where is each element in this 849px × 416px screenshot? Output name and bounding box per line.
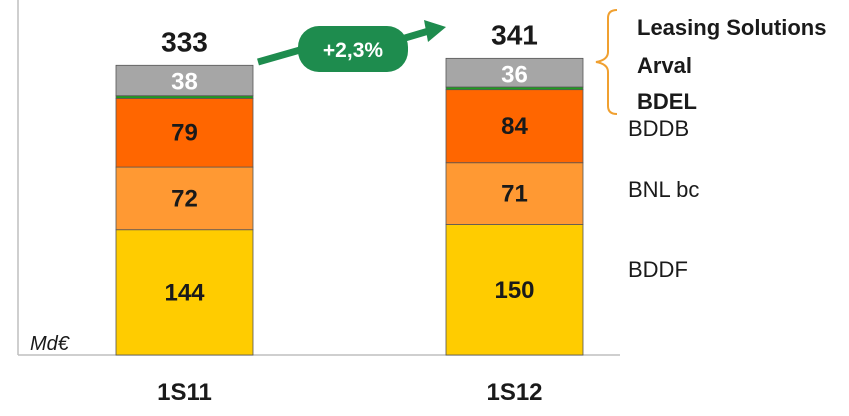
bars-group xyxy=(115,57,584,356)
data-label-top-group-1s11: 38 xyxy=(171,68,198,95)
bar-segment-arval-leasing-solutions-1s12 xyxy=(445,57,584,88)
bar-segment-bddb-1s12 xyxy=(445,89,584,164)
data-label-bnl-bc-1s11: 72 xyxy=(171,185,198,212)
growth-badge xyxy=(298,26,408,72)
legend-bddb: BDDB xyxy=(628,116,689,141)
labels-group: 144 72 79 38 333 1S11 150 71 84 36 341 1S12 xyxy=(157,19,542,406)
data-label-bddb-1s11: 79 xyxy=(171,120,198,147)
growth-arrowhead xyxy=(424,20,446,42)
total-label-1s12: 341 xyxy=(491,19,538,50)
legend-bddf: BDDF xyxy=(628,257,688,282)
growth-indicator: +2,3% xyxy=(257,20,446,72)
bar-segment-bnl-bc-1s12 xyxy=(445,162,584,225)
category-label-1s12: 1S12 xyxy=(486,379,542,406)
legend-bnl-bc: BNL bc xyxy=(628,177,699,202)
data-label-bddf-1s11: 144 xyxy=(164,279,205,306)
data-label-bddb-1s12: 84 xyxy=(501,113,528,140)
legend-bracket xyxy=(595,9,618,115)
data-label-bddf-1s12: 150 xyxy=(494,277,534,304)
total-label-1s11: 333 xyxy=(161,26,208,57)
data-label-top-group-1s12: 36 xyxy=(501,61,528,88)
growth-badge-text: +2,3% xyxy=(323,39,383,62)
unit-label: Md€ xyxy=(30,333,70,355)
data-label-bnl-bc-1s12: 71 xyxy=(501,181,528,208)
bar-segment-bddf-1s12 xyxy=(445,224,584,356)
category-label-1s11: 1S11 xyxy=(157,379,212,406)
legend-arval: Arval xyxy=(637,53,692,78)
legend-bdel: BDEL xyxy=(637,89,697,114)
legend-leasing-solutions: Leasing Solutions xyxy=(637,15,826,40)
bar-segment-arval-leasing-solutions-1s11 xyxy=(115,64,254,97)
growth-arrow xyxy=(257,46,301,66)
bar-segment-bddf-1s11 xyxy=(115,229,254,356)
legend: Leasing Solutions Arval BDEL BDDB BNL bc… xyxy=(595,9,826,282)
bar-segment-bddb-1s11 xyxy=(115,97,254,168)
